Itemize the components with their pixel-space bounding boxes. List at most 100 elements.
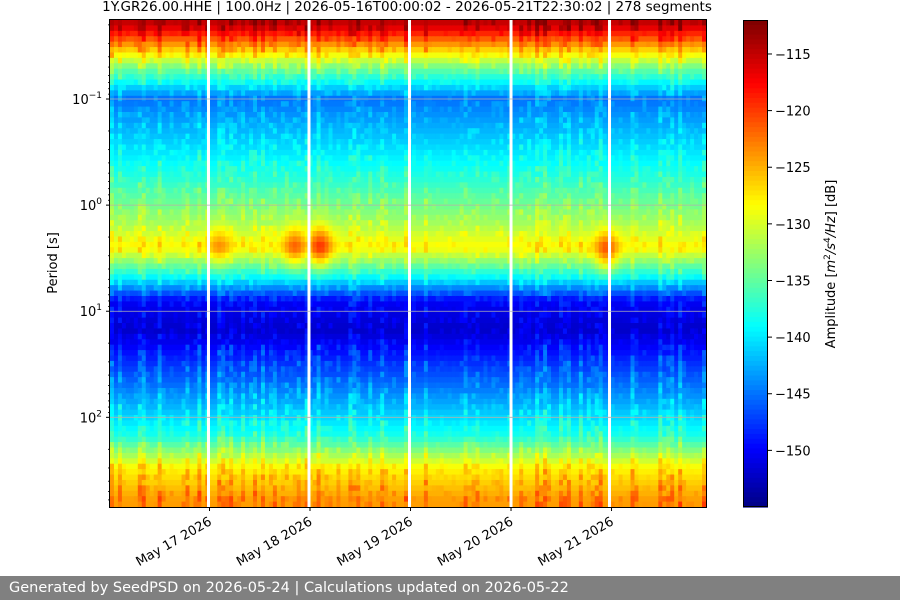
heatmap-cell bbox=[268, 20, 274, 27]
heatmap-cell bbox=[193, 279, 199, 286]
heatmap-cell bbox=[157, 404, 163, 411]
heatmap-cell bbox=[153, 463, 159, 470]
heatmap-cell bbox=[264, 360, 270, 367]
heatmap-cell bbox=[117, 268, 123, 275]
heatmap-cell bbox=[197, 404, 202, 411]
heatmap-cell bbox=[280, 155, 286, 162]
heatmap-cell bbox=[121, 333, 127, 340]
heatmap-cell bbox=[260, 452, 266, 459]
heatmap-cell bbox=[177, 355, 183, 362]
heatmap-cell bbox=[308, 415, 314, 422]
heatmap-cell bbox=[276, 225, 282, 232]
heatmap-cell bbox=[237, 387, 242, 394]
heatmap-cell bbox=[229, 90, 234, 97]
heatmap-cell bbox=[153, 41, 159, 48]
heatmap-cell bbox=[110, 312, 115, 319]
heatmap-cell bbox=[276, 377, 282, 384]
heatmap-cell bbox=[217, 20, 222, 27]
heatmap-cell bbox=[308, 84, 314, 91]
heatmap-cell bbox=[129, 268, 135, 275]
heatmap-cell bbox=[137, 415, 143, 422]
heatmap-cell bbox=[153, 415, 159, 422]
heatmap-cell bbox=[137, 236, 143, 243]
heatmap-cell bbox=[217, 209, 222, 216]
heatmap-cell bbox=[280, 431, 286, 438]
heatmap-cell bbox=[181, 198, 187, 205]
heatmap-cell bbox=[153, 317, 159, 324]
heatmap-cell bbox=[312, 285, 318, 292]
heatmap-cell bbox=[245, 252, 250, 259]
heatmap-cell bbox=[173, 149, 179, 156]
heatmap-cell bbox=[209, 252, 214, 259]
heatmap-cell bbox=[209, 90, 214, 97]
heatmap-cell bbox=[316, 231, 322, 238]
heatmap-cell bbox=[125, 247, 131, 254]
heatmap-cell bbox=[272, 128, 278, 135]
heatmap-cell bbox=[117, 160, 123, 167]
heatmap-cell bbox=[129, 447, 135, 454]
psd-spectrogram-figure: 1Y.GR26.00.HHE | 100.0Hz | 2026-05-16T00… bbox=[46, 0, 839, 570]
heatmap-cell bbox=[173, 398, 179, 405]
heatmap-cell bbox=[245, 398, 250, 405]
heatmap-cell bbox=[280, 474, 286, 481]
heatmap-cell bbox=[181, 203, 187, 210]
heatmap-cell bbox=[209, 452, 214, 459]
heatmap-cell bbox=[328, 203, 334, 210]
heatmap-cell bbox=[209, 317, 214, 324]
heatmap-cell bbox=[177, 203, 183, 210]
heatmap-cell bbox=[320, 252, 326, 259]
heatmap-cell bbox=[308, 182, 314, 189]
heatmap-cell bbox=[117, 496, 123, 503]
heatmap-cell bbox=[280, 496, 286, 503]
heatmap-cell bbox=[189, 469, 195, 476]
heatmap-cell bbox=[276, 122, 282, 129]
heatmap-cell bbox=[217, 409, 222, 416]
heatmap-cell bbox=[316, 290, 322, 297]
heatmap-cell bbox=[272, 295, 278, 302]
heatmap-cell bbox=[213, 458, 218, 465]
heatmap-cell bbox=[110, 90, 115, 97]
heatmap-cell bbox=[260, 20, 266, 27]
heatmap-cell bbox=[113, 409, 119, 416]
heatmap-cell bbox=[296, 166, 302, 173]
heatmap-cell bbox=[197, 144, 202, 151]
heatmap-cell bbox=[213, 290, 218, 297]
heatmap-cell bbox=[221, 479, 226, 486]
heatmap-cell bbox=[181, 41, 187, 48]
heatmap-cell bbox=[245, 220, 250, 227]
heatmap-cell bbox=[113, 274, 119, 281]
heatmap-cell bbox=[157, 355, 163, 362]
heatmap-cell bbox=[165, 398, 171, 405]
heatmap-cell bbox=[121, 187, 127, 194]
heatmap-cell bbox=[292, 279, 298, 286]
heatmap-cell bbox=[312, 198, 318, 205]
heatmap-cell bbox=[237, 193, 242, 200]
heatmap-cell bbox=[253, 382, 258, 389]
heatmap-cell bbox=[145, 220, 151, 227]
heatmap-cell bbox=[145, 155, 151, 162]
heatmap-cell bbox=[189, 106, 195, 113]
heatmap-cell bbox=[201, 398, 206, 405]
heatmap-cell bbox=[161, 144, 167, 151]
heatmap-cell bbox=[149, 463, 155, 470]
heatmap-cell bbox=[161, 214, 167, 221]
heatmap-cell bbox=[288, 214, 294, 221]
heatmap-cell bbox=[225, 290, 230, 297]
heatmap-cell bbox=[272, 387, 278, 394]
heatmap-cell bbox=[193, 382, 199, 389]
heatmap-cell bbox=[113, 474, 119, 481]
heatmap-cell bbox=[197, 479, 202, 486]
heatmap-cell bbox=[233, 139, 238, 146]
heatmap-cell bbox=[292, 485, 298, 492]
heatmap-cell bbox=[253, 79, 258, 86]
heatmap-cell bbox=[153, 63, 159, 70]
heatmap-cell bbox=[217, 84, 222, 91]
heatmap-cell bbox=[185, 36, 191, 43]
heatmap-cell bbox=[209, 377, 214, 384]
heatmap-cell bbox=[121, 371, 127, 378]
heatmap-cell bbox=[157, 496, 163, 503]
heatmap-cell bbox=[201, 279, 206, 286]
heatmap-cell bbox=[296, 247, 302, 254]
heatmap-cell bbox=[110, 398, 115, 405]
heatmap-cell bbox=[229, 30, 234, 37]
